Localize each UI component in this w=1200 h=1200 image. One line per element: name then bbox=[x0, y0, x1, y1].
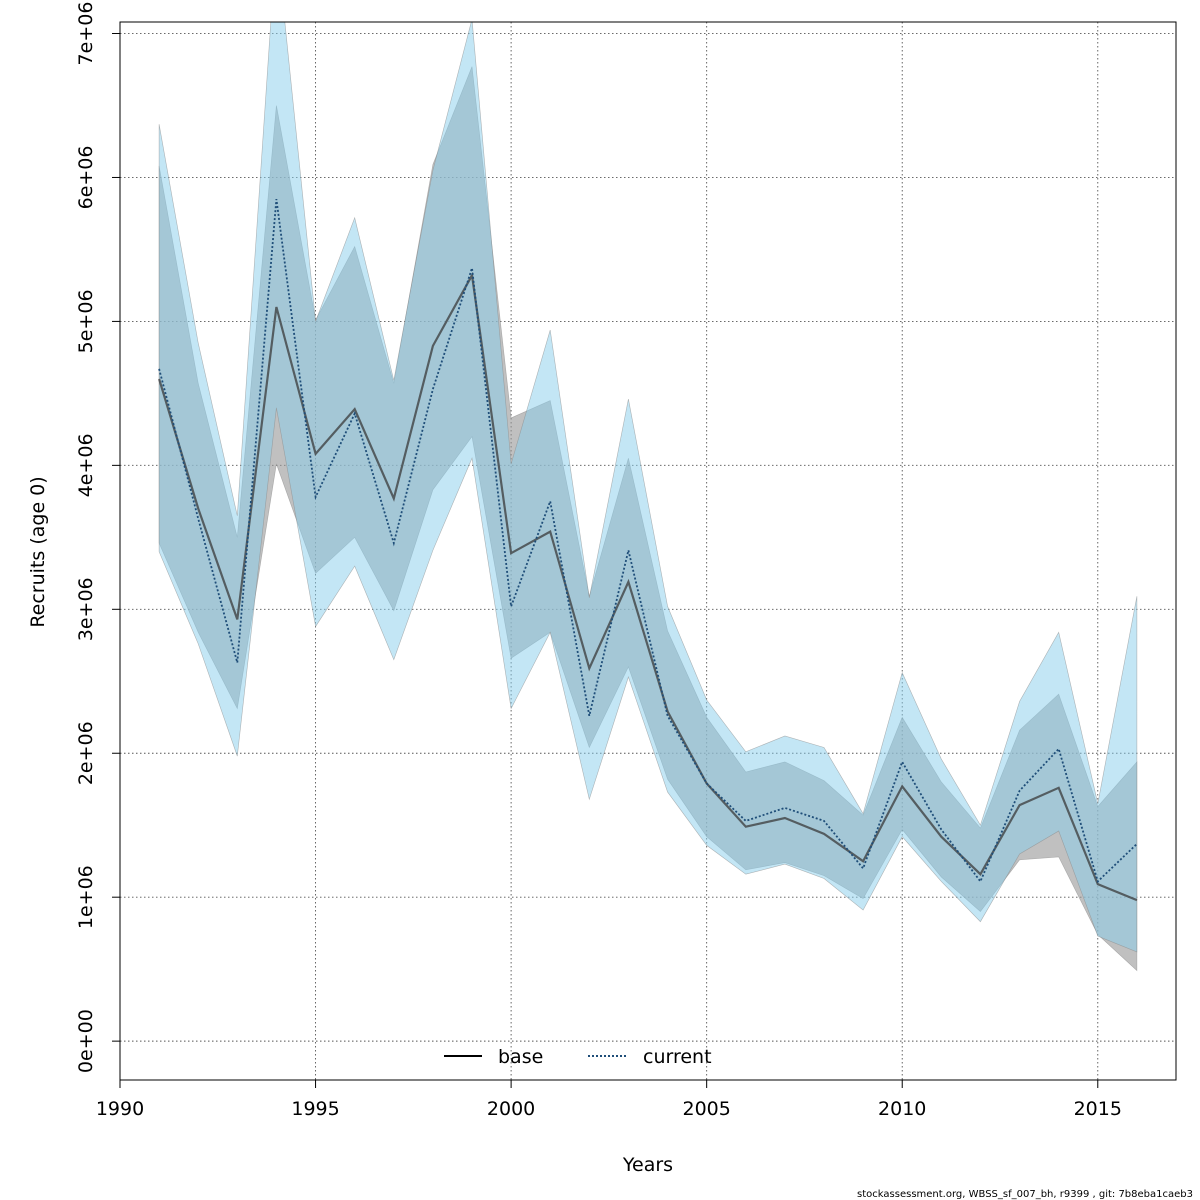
data-point-current bbox=[549, 501, 551, 503]
band-current bbox=[158, 22, 1138, 953]
data-point-current bbox=[980, 881, 982, 883]
y-tick-label: 6e+06 bbox=[75, 146, 97, 210]
data-point-current bbox=[1097, 881, 1099, 883]
footer-caption: stockassessment.org, WBSS_sf_007_bh, r93… bbox=[857, 1189, 1193, 1200]
data-point-current bbox=[706, 783, 708, 785]
y-tick-label: 4e+06 bbox=[75, 433, 97, 497]
data-point-base bbox=[549, 531, 551, 533]
data-point-current bbox=[1019, 790, 1021, 792]
data-point-base bbox=[432, 345, 434, 347]
data-point-current bbox=[237, 662, 239, 664]
series-line-current bbox=[158, 198, 1138, 884]
data-point-current bbox=[589, 715, 591, 717]
series-line-base bbox=[158, 271, 1138, 902]
y-axis-title: Recruits (age 0) bbox=[27, 476, 49, 627]
x-tick-label: 2000 bbox=[487, 1098, 535, 1120]
data-point-current bbox=[354, 413, 356, 415]
data-point-base bbox=[823, 833, 825, 835]
data-point-current bbox=[276, 198, 278, 200]
data-point-base bbox=[862, 860, 864, 862]
data-point-current bbox=[158, 368, 160, 370]
y-tick-label: 7e+06 bbox=[75, 2, 97, 66]
x-tick-label: 2010 bbox=[878, 1098, 926, 1120]
y-tick-label: 2e+06 bbox=[75, 721, 97, 785]
data-point-current bbox=[393, 542, 395, 544]
data-point-current bbox=[471, 267, 473, 269]
data-point-current bbox=[315, 496, 317, 498]
data-point-current bbox=[745, 820, 747, 822]
data-point-base bbox=[197, 508, 199, 510]
data-point-base bbox=[237, 619, 239, 621]
data-point-base bbox=[980, 873, 982, 875]
data-point-current bbox=[1136, 843, 1138, 845]
data-point-current bbox=[941, 829, 943, 831]
x-tick-label: 2005 bbox=[682, 1098, 730, 1120]
data-point-base bbox=[276, 306, 278, 308]
data-point-base bbox=[158, 378, 160, 380]
x-tick-label: 2015 bbox=[1074, 1098, 1122, 1120]
series-lines bbox=[158, 198, 1138, 902]
data-point-base bbox=[1097, 883, 1099, 885]
x-tick-label: 1995 bbox=[291, 1098, 339, 1120]
y-tick-label: 1e+06 bbox=[75, 865, 97, 929]
data-point-current bbox=[901, 761, 903, 763]
data-point-current bbox=[784, 807, 786, 809]
data-point-base bbox=[901, 786, 903, 788]
data-point-base bbox=[784, 817, 786, 819]
legend: base current bbox=[444, 1046, 712, 1068]
data-point-base bbox=[354, 408, 356, 410]
data-point-base bbox=[393, 498, 395, 500]
y-tick-label: 3e+06 bbox=[75, 577, 97, 641]
legend-label-base: base bbox=[498, 1046, 543, 1068]
x-tick-label: 1990 bbox=[96, 1098, 144, 1120]
data-point-base bbox=[589, 668, 591, 670]
data-point-base bbox=[745, 826, 747, 828]
y-tick-label: 0e+00 bbox=[75, 1009, 97, 1073]
data-point-current bbox=[510, 606, 512, 608]
data-point-current bbox=[862, 868, 864, 870]
data-point-base bbox=[941, 836, 943, 838]
legend-label-current: current bbox=[643, 1046, 712, 1068]
data-point-base bbox=[1136, 899, 1138, 901]
data-point-current bbox=[823, 820, 825, 822]
data-point-base bbox=[1058, 787, 1060, 789]
axes: 1990 1995 2000 2005 2010 2015 0e+00 1e+06 2e+06 3… bbox=[75, 2, 1177, 1120]
x-axis-title: Years bbox=[622, 1154, 673, 1176]
plot-frame bbox=[119, 21, 1177, 1081]
data-point-base bbox=[1019, 804, 1021, 806]
data-point-current bbox=[1058, 748, 1060, 750]
data-point-current bbox=[197, 518, 199, 520]
data-point-base bbox=[315, 453, 317, 455]
y-tick-label: 5e+06 bbox=[75, 289, 97, 353]
data-point-base bbox=[628, 581, 630, 583]
data-point-current bbox=[628, 549, 630, 551]
data-point-base bbox=[510, 552, 512, 554]
data-point-current bbox=[432, 388, 434, 390]
confidence-bands bbox=[158, 22, 1138, 972]
data-point-current bbox=[667, 715, 669, 717]
